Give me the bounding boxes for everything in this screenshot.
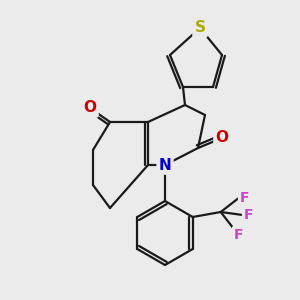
Text: S: S: [194, 20, 206, 35]
Text: O: O: [215, 130, 229, 146]
Text: N: N: [159, 158, 171, 172]
Text: F: F: [234, 228, 244, 242]
Text: F: F: [240, 191, 250, 205]
Text: O: O: [83, 100, 97, 116]
Text: F: F: [244, 208, 254, 222]
